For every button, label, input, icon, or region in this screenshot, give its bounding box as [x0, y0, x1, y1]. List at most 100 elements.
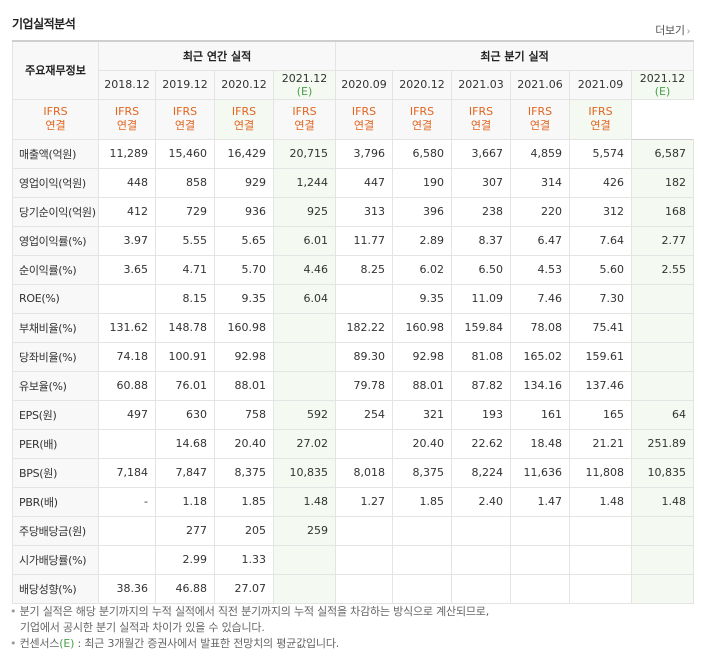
- table-cell: 74.18: [98, 341, 156, 372]
- table-cell: 160.98: [392, 312, 453, 343]
- row-label: 당좌비율(%): [12, 341, 99, 372]
- table-cell: [631, 515, 695, 546]
- table-cell: 87.82: [451, 370, 512, 401]
- basis-line-1: IFRS: [292, 105, 317, 118]
- table-cell: 92.98: [392, 341, 453, 372]
- table-cell: [631, 283, 695, 314]
- table-row: EPS(원) 497 630 758 592 254 321 193 161 165 64: [12, 399, 695, 430]
- table-cell: 7.46: [510, 283, 571, 314]
- table-cell: [392, 544, 453, 575]
- table-cell: 8.37: [451, 225, 512, 256]
- table-cell: 8,018: [335, 457, 394, 488]
- table-cell: [510, 544, 571, 575]
- basis-line-1: IFRS: [172, 105, 198, 118]
- table-row: BPS(원) 7,184 7,847 8,375 10,835 8,018 8,375 8,2…: [12, 457, 695, 488]
- table-cell: 313: [335, 196, 394, 227]
- table-cell: 592: [272, 399, 337, 430]
- basis-line-2: 연결: [470, 119, 492, 132]
- table-cell: 6.02: [392, 254, 453, 285]
- period-label: 2018.12: [104, 78, 150, 91]
- table-cell: 165.02: [510, 341, 571, 372]
- period-label: 2021.12: [639, 71, 686, 85]
- period-label: 2019.12: [162, 78, 208, 91]
- table-cell: 76.01: [155, 370, 215, 401]
- period-label: 2021.03: [458, 78, 504, 91]
- table-cell: 5.70: [214, 254, 274, 285]
- table-cell: 21.21: [569, 428, 633, 459]
- bullet-icon: •: [10, 605, 20, 618]
- table-cell: 1.48: [569, 486, 633, 517]
- table-cell: 2.89: [392, 225, 453, 256]
- table-cell: 1.47: [510, 486, 571, 517]
- table-row: 매출액(억원) 11,289 15,460 16,429 20,715 3,796 6,58…: [12, 138, 695, 169]
- table-cell: 134.16: [510, 370, 571, 401]
- basis-header: IFRS 연결: [214, 98, 274, 140]
- table-cell: 137.46: [569, 370, 633, 401]
- row-label: ROE(%): [12, 283, 99, 314]
- period-header: 2021.12 (E): [631, 69, 695, 100]
- table-cell: 193: [451, 399, 512, 430]
- table-cell: 396: [392, 196, 453, 227]
- table-cell: 27.02: [272, 428, 337, 459]
- table-cell: 238: [451, 196, 512, 227]
- table-cell: 7.30: [569, 283, 633, 314]
- table-cell: 20.40: [392, 428, 453, 459]
- table-cell: 412: [98, 196, 156, 227]
- row-label: 영업이익률(%): [12, 225, 99, 256]
- table-cell: 2.55: [631, 254, 695, 285]
- corner-label: 주요재무정보: [12, 40, 99, 100]
- period-header: 2018.12: [98, 69, 156, 100]
- table-cell: [631, 370, 695, 401]
- table-row: 순이익률(%) 3.65 4.71 5.70 4.46 8.25 6.02 6.50 4.53 5…: [12, 254, 695, 285]
- basis-label: IFRS 연결: [13, 105, 98, 133]
- table-cell: 3.97: [98, 225, 156, 256]
- bullet-icon: •: [10, 637, 20, 650]
- table-cell: 9.35: [214, 283, 274, 314]
- row-label: PER(배): [12, 428, 99, 459]
- table-cell: 79.78: [335, 370, 394, 401]
- table-cell: [272, 544, 337, 575]
- table-cell: 925: [272, 196, 337, 227]
- period-label: 2021.12: [281, 71, 328, 85]
- period-label: 2021.06: [517, 78, 563, 91]
- basis-line-1: IFRS: [114, 105, 140, 118]
- quarter-group-header: 최근 분기 실적: [335, 40, 695, 71]
- table-cell: 8.25: [335, 254, 394, 285]
- row-label: 매출액(억원): [12, 138, 99, 169]
- table-cell: [392, 515, 453, 546]
- basis-label: IFRS 연결: [215, 105, 273, 133]
- table-cell: [272, 341, 337, 372]
- row-label: BPS(원): [12, 457, 99, 488]
- table-cell: 4.46: [272, 254, 337, 285]
- table-cell: 1.33: [214, 544, 274, 575]
- period-header: 2021.12 (E): [272, 69, 337, 100]
- more-link[interactable]: 더보기 ›: [655, 22, 690, 38]
- row-label: 순이익률(%): [12, 254, 99, 285]
- table-cell: 2.99: [155, 544, 215, 575]
- row-label: 영업이익(억원): [12, 167, 99, 198]
- basis-line-2: 연결: [353, 119, 375, 132]
- table-row: 배당성향(%) 38.36 46.88 27.07: [12, 573, 695, 604]
- table-cell: 161: [510, 399, 571, 430]
- table-cell: 81.08: [451, 341, 512, 372]
- table-cell: [98, 544, 156, 575]
- period-header: 2021.03: [451, 69, 512, 100]
- table-cell: 131.62: [98, 312, 156, 343]
- table-cell: 8,375: [392, 457, 453, 488]
- table-cell: 60.88: [98, 370, 156, 401]
- table-row: PBR(배) -1.18 1.85 1.48 1.27 1.85 2.40 1.47 1.48 1…: [12, 486, 695, 517]
- table-cell: 7,184: [98, 457, 156, 488]
- table-cell: 6.50: [451, 254, 512, 285]
- table-cell: 88.01: [214, 370, 274, 401]
- table-cell: 27.07: [214, 573, 274, 604]
- table-cell: 18.48: [510, 428, 571, 459]
- more-link-label[interactable]: 더보기: [655, 24, 685, 37]
- table-cell: 5.60: [569, 254, 633, 285]
- basis-line-2: 연결: [529, 119, 551, 132]
- table-row: PER(배) 14.68 20.40 27.02 20.40 22.62 18.48 21.2…: [12, 428, 695, 459]
- table-cell: 100.91: [155, 341, 215, 372]
- footnote-2-rest: : 최근 3개월간 증권사에서 발표한 전망치의 평균값입니다.: [74, 637, 340, 650]
- estimate-mark: (E): [296, 84, 313, 98]
- row-label: 당기순이익(억원): [12, 196, 99, 227]
